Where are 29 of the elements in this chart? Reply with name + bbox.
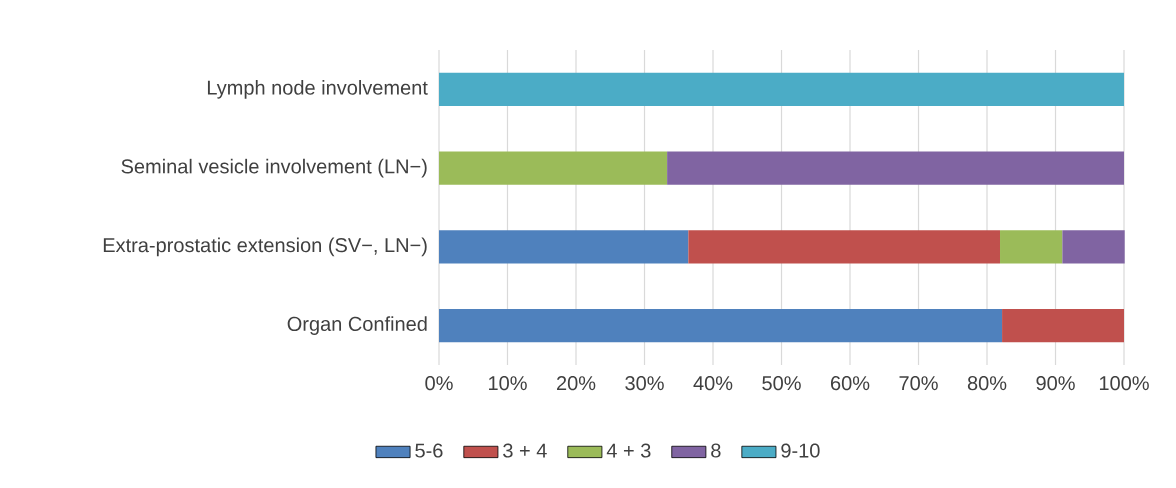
x-tick-label: 70% <box>899 376 938 391</box>
bar <box>688 230 1001 264</box>
x-tick-label: 80% <box>967 376 1007 391</box>
bar <box>439 230 689 264</box>
legend-label: 5-6 <box>415 443 443 458</box>
legend-label: 3 + 4 <box>503 443 547 458</box>
x-tick-label: 50% <box>762 376 801 391</box>
bar <box>1002 309 1124 343</box>
bar <box>439 309 1003 343</box>
bar <box>439 72 1124 106</box>
x-tick-label: 90% <box>1036 376 1075 391</box>
x-tick-label: 20% <box>556 376 596 391</box>
y-tick-label: Organ Confined <box>287 316 427 335</box>
x-tick-label: 60% <box>830 376 870 391</box>
bar <box>1000 230 1063 264</box>
y-tick-label: Extra-prostatic extension (SV−, LN−) <box>103 237 427 257</box>
bar <box>667 151 1124 185</box>
legend-label: 8 <box>711 443 721 458</box>
legend-label: 9-10 <box>781 443 820 458</box>
x-tick-label: 10% <box>489 376 527 391</box>
bar <box>439 151 668 185</box>
y-tick-label: Seminal vesicle involvement (LN−) <box>121 158 427 178</box>
bar <box>1062 230 1125 264</box>
legend-label: 4 + 3 <box>606 443 651 458</box>
x-tick-label: 30% <box>625 376 664 391</box>
x-tick-label: 40% <box>693 376 733 391</box>
y-tick-label: Lymph node involvement <box>207 80 428 99</box>
x-tick-label: 100% <box>1099 376 1149 391</box>
x-tick-label: 0% <box>425 376 453 391</box>
